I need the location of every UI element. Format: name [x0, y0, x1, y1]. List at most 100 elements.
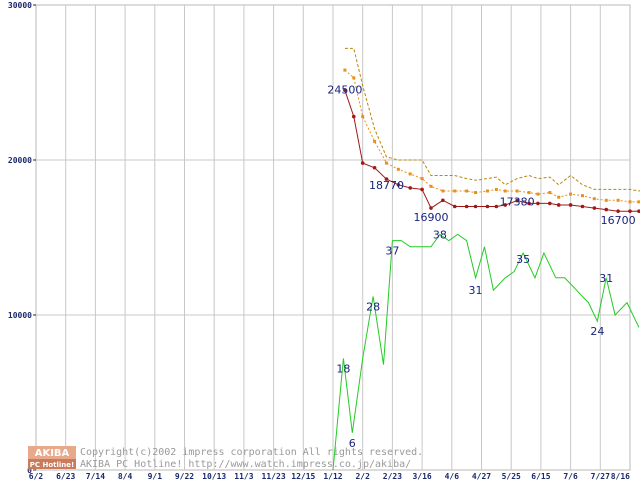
x-tick-label: 6/23 — [56, 472, 75, 480]
data-point-average — [637, 200, 640, 204]
data-point-average — [485, 189, 489, 193]
data-label: 6 — [349, 437, 356, 450]
data-label: 24 — [590, 325, 604, 338]
y-tick-label: 10000 — [8, 311, 32, 320]
data-point-average — [465, 189, 469, 193]
x-tick-label: 7/27 — [591, 472, 610, 480]
logo-text-top: AKIBA — [35, 448, 70, 459]
watermark: AKIBA PC Hotline! Copyright(c)2002 impre… — [28, 446, 423, 470]
data-label: 16700 — [601, 214, 636, 227]
x-tick-label: 8/4 — [118, 472, 133, 480]
data-point-average — [494, 187, 498, 191]
data-point-low — [360, 161, 365, 165]
data-point-low — [420, 187, 424, 192]
grid — [35, 4, 631, 471]
data-label: 35 — [516, 253, 530, 266]
x-tick-label: 6/2 — [29, 472, 44, 480]
data-point-low — [384, 177, 389, 181]
series-line-average — [344, 69, 640, 203]
data-point-average — [361, 115, 365, 119]
data-point-low — [408, 186, 413, 190]
data-point-average — [408, 172, 412, 176]
data-point-low — [441, 198, 445, 203]
y-tick-label: 20000 — [8, 156, 32, 165]
data-point-average — [503, 189, 507, 193]
data-point-average — [384, 161, 388, 165]
data-point-average — [557, 195, 561, 199]
x-tick-label: 8/16 — [611, 472, 630, 480]
data-point-average — [474, 191, 478, 195]
y-axis: 0 10000 20000 30000 — [8, 1, 36, 475]
logo-box-bottom — [28, 459, 76, 469]
copyright-line: Copyright(c)2002 impress corporation All… — [80, 447, 423, 458]
data-label: 24500 — [327, 83, 362, 96]
data-point-average — [441, 189, 445, 193]
data-point-low — [464, 204, 469, 209]
url-line: AKIBA PC Hotline! http://www.watch.impre… — [80, 459, 411, 470]
y-tick-label: 0 — [27, 466, 32, 475]
x-tick-label: 2/23 — [383, 472, 402, 480]
data-point-average — [628, 200, 632, 204]
data-point-low — [637, 209, 640, 213]
x-tick-label: 9/22 — [175, 472, 194, 480]
data-point-average — [373, 139, 377, 143]
logo-text-bottom: PC Hotline! — [30, 461, 74, 469]
data-point-low — [429, 206, 433, 210]
data-label: 31 — [469, 284, 483, 297]
data-point-average — [527, 191, 531, 195]
y-tick-label: 30000 — [8, 1, 32, 10]
x-tick-label: 11/3 — [234, 472, 253, 480]
data-point-average — [453, 189, 457, 193]
x-axis: 6/2 6/23 7/14 8/4 9/1 9/22 10/13 11/3 11/23 12/15… — [29, 472, 630, 480]
data-labels: 2450018770169001738016700163801862837383… — [327, 83, 636, 450]
data-label: 31 — [599, 272, 613, 285]
data-label: 18 — [336, 362, 350, 375]
x-tick-label: 4/6 — [445, 472, 460, 480]
data-point-average — [616, 198, 620, 202]
data-point-average — [420, 177, 424, 181]
data-label: 18770 — [369, 179, 404, 192]
data-point-low — [343, 88, 347, 93]
data-point-average — [548, 191, 552, 195]
data-label: 17380 — [500, 196, 535, 209]
data-point-low — [494, 204, 499, 209]
data-point-average — [580, 194, 584, 198]
data-point-low — [580, 204, 585, 209]
data-point-low — [372, 165, 377, 170]
x-tick-label: 11/23 — [262, 472, 286, 480]
data-point-low — [473, 204, 478, 209]
x-tick-label: 10/13 — [202, 472, 226, 480]
data-point-low — [592, 206, 597, 210]
data-point-average — [429, 184, 433, 188]
series-line-high — [344, 47, 640, 192]
x-tick-label: 5/25 — [502, 472, 521, 480]
data-point-average — [592, 197, 596, 201]
series-layer — [332, 47, 640, 471]
x-tick-label: 7/6 — [563, 472, 578, 480]
x-tick-label: 6/15 — [531, 472, 550, 480]
x-tick-label: 12/15 — [291, 472, 315, 480]
data-point-low — [556, 203, 561, 207]
data-label: 38 — [433, 228, 447, 241]
data-label: 28 — [366, 300, 380, 313]
x-tick-label: 1/12 — [323, 472, 342, 480]
data-point-low — [351, 114, 356, 119]
data-point-average — [569, 192, 573, 196]
data-point-low — [568, 203, 573, 207]
x-tick-label: 9/1 — [148, 472, 163, 480]
data-point-low — [503, 203, 508, 207]
data-point-low — [452, 204, 457, 209]
data-point-low — [485, 204, 490, 209]
data-point-average — [396, 167, 400, 171]
data-point-low — [548, 201, 552, 206]
x-tick-label: 3/16 — [412, 472, 431, 480]
data-point-low — [628, 209, 632, 213]
data-point-low — [396, 183, 401, 187]
data-label: 37 — [385, 245, 399, 258]
data-point-average — [515, 189, 519, 193]
data-point-low — [527, 201, 531, 206]
data-label: 16900 — [414, 211, 449, 224]
x-tick-label: 4/27 — [472, 472, 491, 480]
x-tick-label: 2/2 — [355, 472, 370, 480]
